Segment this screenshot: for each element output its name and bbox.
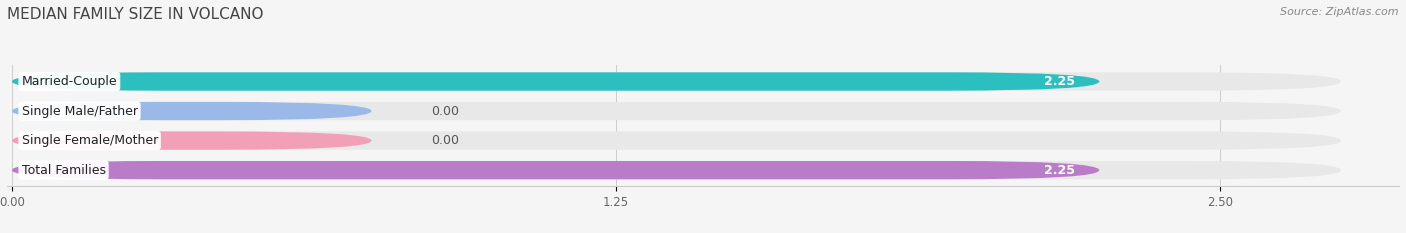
FancyBboxPatch shape [11, 102, 1341, 120]
Text: 0.00: 0.00 [432, 134, 460, 147]
Text: Married-Couple: Married-Couple [21, 75, 117, 88]
Text: Source: ZipAtlas.com: Source: ZipAtlas.com [1281, 7, 1399, 17]
Text: Single Female/Mother: Single Female/Mother [21, 134, 157, 147]
FancyBboxPatch shape [11, 72, 1341, 91]
FancyBboxPatch shape [11, 161, 1341, 179]
FancyBboxPatch shape [11, 102, 371, 120]
Text: 2.25: 2.25 [1045, 75, 1076, 88]
Text: 0.00: 0.00 [432, 105, 460, 117]
Text: MEDIAN FAMILY SIZE IN VOLCANO: MEDIAN FAMILY SIZE IN VOLCANO [7, 7, 263, 22]
FancyBboxPatch shape [11, 72, 1099, 91]
FancyBboxPatch shape [11, 161, 1099, 179]
Text: 2.25: 2.25 [1045, 164, 1076, 177]
FancyBboxPatch shape [11, 131, 1341, 150]
Text: Total Families: Total Families [21, 164, 105, 177]
Text: Single Male/Father: Single Male/Father [21, 105, 138, 117]
FancyBboxPatch shape [11, 131, 371, 150]
